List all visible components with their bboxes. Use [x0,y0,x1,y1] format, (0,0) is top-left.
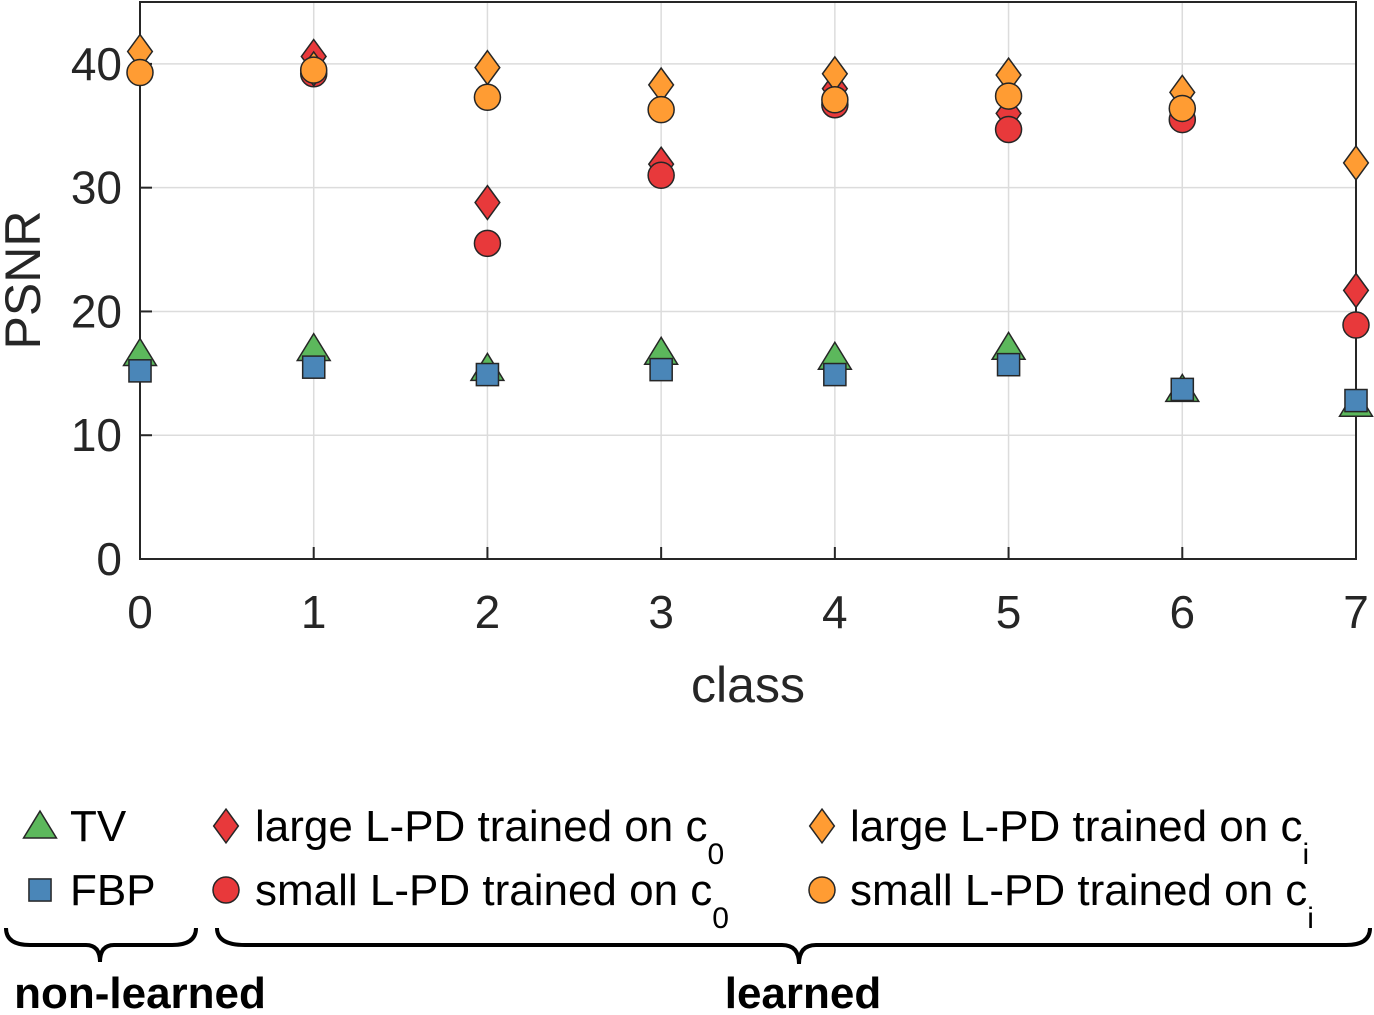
data-point-diamond [474,184,501,221]
x-tick-label: 6 [1169,586,1195,638]
legend-marker-triangle [22,809,58,839]
x-tick-label: 5 [996,586,1022,638]
group-label-non-learned: non-learned [14,969,266,1015]
data-point-circle [647,95,675,124]
legend-label: small L-PD trained on ci [850,866,1314,935]
x-tick-label: 2 [475,586,501,638]
legend-marker-square [28,878,52,902]
axis-ticks: 0 1 2 3 4 5 6 7 0 10 20 30 40 [71,38,1369,638]
data-point-square [475,362,500,387]
legend-marker-circle [808,876,836,904]
data-point-square [301,355,326,379]
data-point-square [1170,377,1195,402]
legend-marker-circle [212,876,240,904]
x-tick-label: 1 [301,586,327,638]
y-tick-label: 20 [71,285,122,337]
y-axis-title: PSNR [0,211,51,350]
legend-marker-diamond [808,807,836,845]
data-point-diamond [1342,272,1370,309]
legend-label: large L-PD trained on ci [850,802,1309,871]
data-point-square [649,357,673,382]
data-point-diamond [1342,144,1370,182]
legend-label: FBP [70,866,156,915]
brace-learned [215,927,1372,965]
data-markers [122,33,1374,417]
data-point-circle [647,161,675,190]
x-axis-title: class [691,657,805,713]
legend-label-subscript: i [1302,838,1309,871]
legend-label: large L-PD trained on c0 [255,802,724,871]
data-point-circle [299,56,328,84]
data-point-square [823,362,847,387]
x-tick-label: 4 [822,586,848,638]
plot-area-border [139,1,1357,560]
data-point-circle [994,115,1023,144]
legend-label-subscript: i [1307,902,1314,935]
data-point-diamond [474,49,501,86]
y-tick-label: 40 [71,38,122,90]
x-tick-label: 0 [127,586,153,638]
data-point-square [1344,388,1368,413]
brace-non-learned [4,927,198,963]
data-point-circle [1168,94,1197,123]
x-tick-label: 7 [1343,586,1369,638]
data-point-circle [821,86,849,114]
y-tick-label: 0 [96,533,122,585]
data-point-circle [1342,311,1370,339]
data-point-circle [994,82,1023,110]
x-tick-label: 3 [648,586,674,638]
legend-label: small L-PD trained on c0 [255,866,729,935]
group-label-learned: learned [725,969,882,1015]
y-tick-label: 30 [71,162,122,214]
legend-label-subscript: 0 [712,902,729,935]
data-point-square [128,359,152,383]
data-point-circle [126,58,154,87]
data-point-circle [473,229,502,258]
y-tick-label: 10 [71,409,122,461]
legend-label: TV [70,802,127,851]
legend-label-subscript: 0 [707,838,724,871]
data-point-circle [473,83,502,112]
data-point-square [996,352,1021,377]
legend-marker-diamond [212,807,240,845]
grid-lines [140,2,1356,559]
